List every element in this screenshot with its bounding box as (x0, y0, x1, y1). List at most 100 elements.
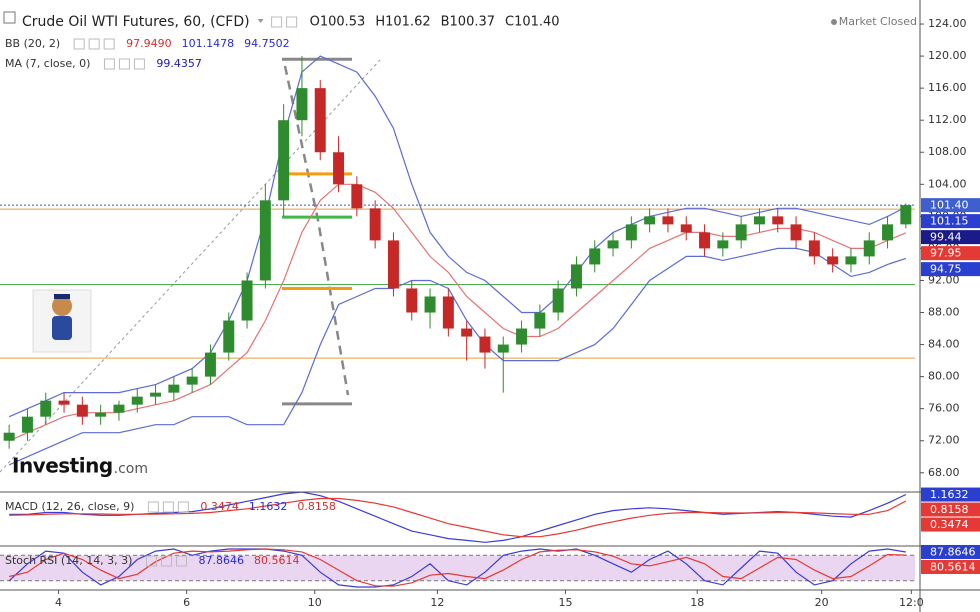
legend-name: BB (20, 2) (5, 37, 60, 50)
candle-body (735, 224, 747, 241)
legend-icon[interactable] (175, 555, 187, 567)
candle-body (387, 240, 399, 289)
ohlc-info: B100.37 (441, 15, 495, 30)
axis-label-bg (921, 544, 980, 559)
axis-label: 87.8646 (930, 545, 976, 558)
axis-label: 0.8158 (930, 503, 969, 516)
mascot-cap (54, 294, 70, 299)
collapse-icon[interactable] (3, 11, 16, 24)
candle-body (95, 412, 107, 417)
ohlc-info: O100.53 (310, 15, 366, 30)
candle-body (40, 400, 52, 417)
dropdown[interactable] (257, 19, 264, 23)
candle-body (131, 396, 143, 405)
axis-label-bg (921, 517, 980, 532)
candle-body (3, 432, 15, 441)
axis-label-bg (921, 246, 980, 261)
x-tick-label: 6 (183, 596, 190, 609)
y-tick-label: 104.00 (928, 177, 967, 190)
candle-body (406, 288, 418, 313)
legend-icon[interactable] (147, 501, 159, 513)
candle-body (589, 248, 601, 265)
legend-name: MA (7, close, 0) (5, 57, 90, 70)
fib-path (283, 65, 350, 396)
watermark-suffix: .com (114, 461, 148, 477)
y-tick-label: 108.00 (928, 145, 967, 158)
legend-reading: 97.9490 (126, 37, 172, 50)
axis-label: 97.95 (930, 247, 962, 260)
x-tick-label: 18 (690, 596, 704, 609)
candle-body (150, 392, 162, 397)
candle-body (808, 240, 820, 257)
candle-body (552, 288, 564, 313)
legend-icon[interactable] (160, 555, 172, 567)
mascot (32, 289, 92, 353)
ohlc-info: C101.40 (505, 15, 560, 30)
legend-icon[interactable] (88, 38, 100, 50)
candle-body (241, 280, 253, 321)
candle-body (58, 400, 70, 405)
axis-label-bg (921, 502, 980, 517)
status-dot (831, 19, 837, 25)
chart-title: Crude Oil WTI Futures, 60, (CFD) (22, 14, 250, 30)
legend-reading: 94.7502 (244, 37, 290, 50)
legend-icon[interactable] (73, 38, 85, 50)
candle-body (369, 208, 381, 241)
indicator-line (9, 548, 906, 587)
candle-body (76, 404, 88, 417)
x-tick-label: 15 (558, 596, 572, 609)
legend-reading: 0.3474 (200, 500, 239, 513)
macd-panel (9, 492, 907, 543)
candle-body (662, 216, 674, 225)
candle-body (625, 224, 637, 241)
candle-body (278, 120, 290, 201)
price-panel (0, 55, 915, 473)
legend-reading: 80.5614 (254, 554, 300, 567)
indicator-line (8, 55, 907, 418)
axis-label: 0.3474 (930, 518, 969, 531)
legend-icon[interactable] (103, 38, 115, 50)
x-tick-label: 10 (308, 596, 322, 609)
y-tick-label: 116.00 (928, 81, 967, 94)
candle-body (753, 216, 765, 225)
mascot-head (52, 296, 72, 316)
legend-icon (286, 16, 298, 28)
axis-label: 1.1632 (930, 488, 969, 501)
candle-body (223, 320, 235, 353)
stoch-panel (0, 548, 915, 588)
y-tick-label: 112.00 (928, 113, 967, 126)
candle-body (259, 200, 271, 281)
legend-icon[interactable] (162, 501, 174, 513)
market-status: Market Closed (839, 15, 917, 28)
x-tick-label: 12:0 (899, 596, 924, 609)
legend-icon[interactable] (103, 58, 115, 70)
candle-body (296, 88, 308, 121)
candle-body (882, 224, 894, 241)
mascot-body (52, 316, 72, 340)
ohlc-info: H101.62 (375, 15, 430, 30)
legend-icon[interactable] (133, 58, 145, 70)
legend-name: MACD (12, 26, close, 9) (5, 500, 134, 513)
legend-icon[interactable] (118, 58, 130, 70)
legend-icon (271, 16, 283, 28)
band-fill (0, 555, 915, 581)
legend-icon[interactable] (145, 555, 157, 567)
candle-body (461, 328, 473, 337)
x-tick-label: 12 (430, 596, 444, 609)
candle-body (717, 240, 729, 249)
axis-label: 99.44 (930, 231, 962, 244)
candle-body (113, 404, 125, 413)
axis-label-bg (921, 262, 980, 277)
indicator-line (9, 497, 907, 538)
candle-body (863, 240, 875, 257)
y-tick-label: 84.00 (928, 338, 960, 351)
axis-label-bg (921, 230, 980, 245)
legend-icon[interactable] (177, 501, 189, 513)
candle-body (424, 296, 436, 313)
y-tick-label: 88.00 (928, 306, 960, 319)
candle-body (607, 240, 619, 249)
candle-body (333, 152, 345, 185)
